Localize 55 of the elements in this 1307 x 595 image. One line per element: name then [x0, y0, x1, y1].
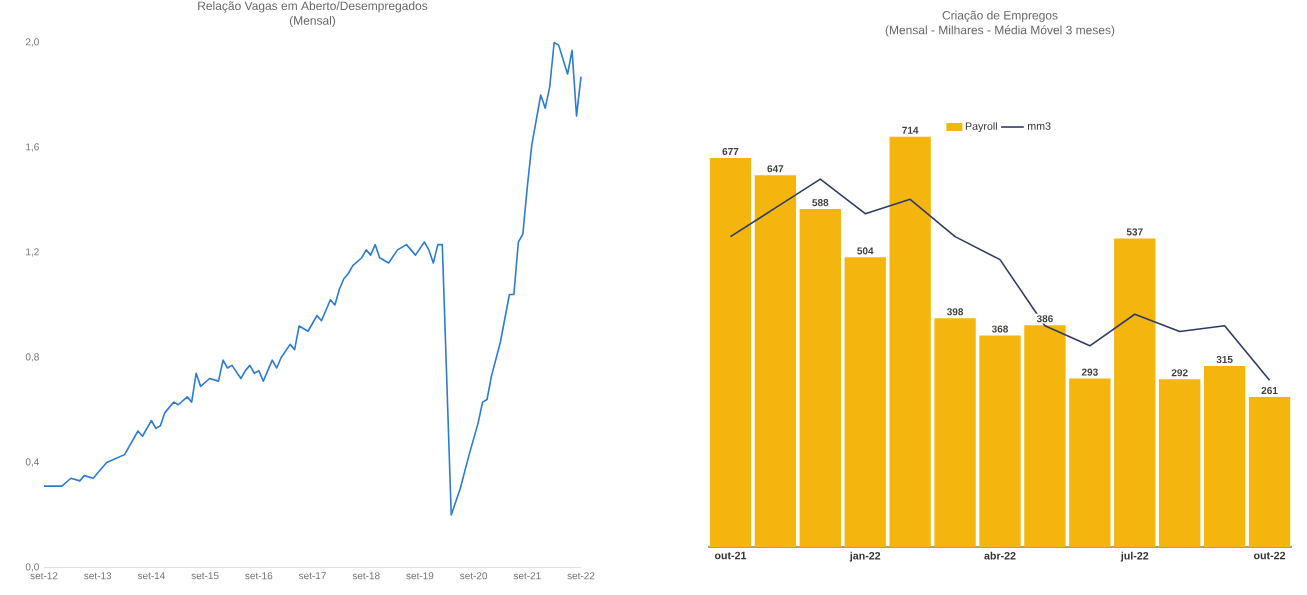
bar: [979, 335, 1021, 547]
x-tick-label: out-22: [1253, 551, 1286, 560]
x-tick-label: set-18: [352, 572, 380, 580]
legend-label: Payroll: [965, 122, 997, 133]
bar: [709, 157, 752, 547]
y-tick-label: 1,6: [26, 143, 39, 152]
x-tick-label: out-21: [714, 551, 747, 560]
y-tick-label: 2,0: [25, 38, 39, 47]
bar: [1248, 396, 1291, 547]
bar: [889, 136, 931, 547]
bar: [1203, 365, 1246, 547]
bar: [1069, 378, 1111, 547]
bar: [844, 257, 886, 547]
y-tick-label: 0,4: [25, 458, 40, 467]
bar: [1159, 379, 1201, 547]
data-label: 504: [857, 247, 874, 255]
y-tick-label: 1,2: [26, 248, 39, 257]
legend-label: mm3: [1028, 122, 1051, 130]
data-label: 714: [902, 126, 919, 134]
x-tick-label: set-21: [513, 572, 541, 580]
data-label: 677: [722, 147, 739, 155]
x-tick-label: set-13: [84, 572, 112, 580]
data-label: 398: [946, 308, 964, 316]
x-tick-label: jul-22: [1120, 551, 1149, 562]
x-tick-label: set-16: [245, 572, 273, 580]
x-tick-label: set-12: [30, 572, 58, 580]
data-label: 293: [1081, 368, 1098, 376]
y-tick-label: 0,8: [25, 353, 39, 362]
bar: [799, 209, 841, 547]
data-label: 386: [1036, 315, 1053, 323]
x-tick-label: set-22: [567, 572, 595, 580]
bar: [1114, 238, 1156, 547]
chart-subtitle: (Mensal): [289, 15, 336, 28]
line-series: [43, 41, 582, 516]
bar: [1024, 325, 1066, 547]
x-tick-label: set-15: [191, 572, 219, 580]
data-label: 537: [1126, 228, 1143, 236]
x-tick-label: jan-22: [849, 551, 881, 562]
x-tick-label: abr-22: [984, 551, 1016, 560]
bar: [754, 175, 797, 547]
x-tick-label: set-14: [137, 572, 166, 580]
data-label: 588: [812, 199, 829, 207]
y-tick-label: 0,0: [25, 563, 39, 572]
data-label: 315: [1216, 355, 1233, 364]
data-label: 261: [1261, 386, 1278, 395]
data-label: 368: [991, 325, 1009, 333]
data-label: 647: [767, 165, 784, 173]
x-tick-label: set-19: [406, 572, 434, 580]
bar: [934, 318, 976, 547]
chart-subtitle: (Mensal - Milhares - Média Móvel 3 meses): [885, 25, 1115, 37]
data-label: 292: [1171, 369, 1188, 377]
x-tick-label: set-20: [459, 572, 488, 580]
x-tick-label: set-17: [298, 572, 326, 580]
chart-title: Criação de Empregos: [942, 10, 1058, 23]
chart-title: Relação Vagas em Aberto/Desempregados: [198, 1, 428, 13]
